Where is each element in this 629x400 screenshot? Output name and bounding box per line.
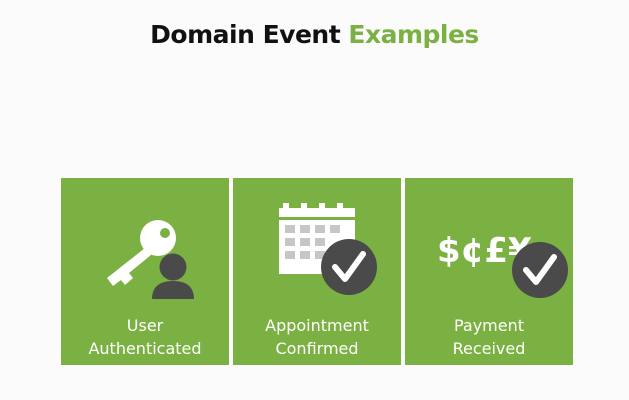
checkmark-icon (512, 242, 568, 298)
checkmark-icon (321, 239, 377, 295)
tile-user-authenticated: User Authenticated (61, 178, 229, 365)
event-tiles: User Authenticated (61, 178, 573, 365)
title-main: Domain Event (150, 20, 341, 49)
tile-label-line1: User (126, 316, 164, 335)
currency-check-icon: $¢£¥ (437, 231, 568, 298)
key-user-icon (107, 220, 194, 299)
title-accent: Examples (348, 20, 479, 49)
tile-label: Appointment Confirmed (233, 314, 401, 360)
calendar-check-icon (279, 203, 377, 295)
tile-label-line1: Appointment (265, 316, 369, 335)
calendar-icon (279, 203, 355, 274)
key-icon (107, 220, 176, 286)
tile-label-line2: Authenticated (88, 339, 202, 358)
slide-title: Domain Event Examples (0, 20, 629, 49)
tile-label: User Authenticated (61, 314, 229, 360)
tile-appointment-confirmed: Appointment Confirmed (233, 178, 401, 365)
user-icon (152, 253, 194, 299)
tile-label-line1: Payment (453, 316, 525, 335)
tile-label-line2: Confirmed (275, 339, 359, 358)
tile-label: Payment Received (405, 314, 573, 360)
tile-label-line2: Received (452, 339, 526, 358)
tile-payment-received: $¢£¥ Payment Received (405, 178, 573, 365)
